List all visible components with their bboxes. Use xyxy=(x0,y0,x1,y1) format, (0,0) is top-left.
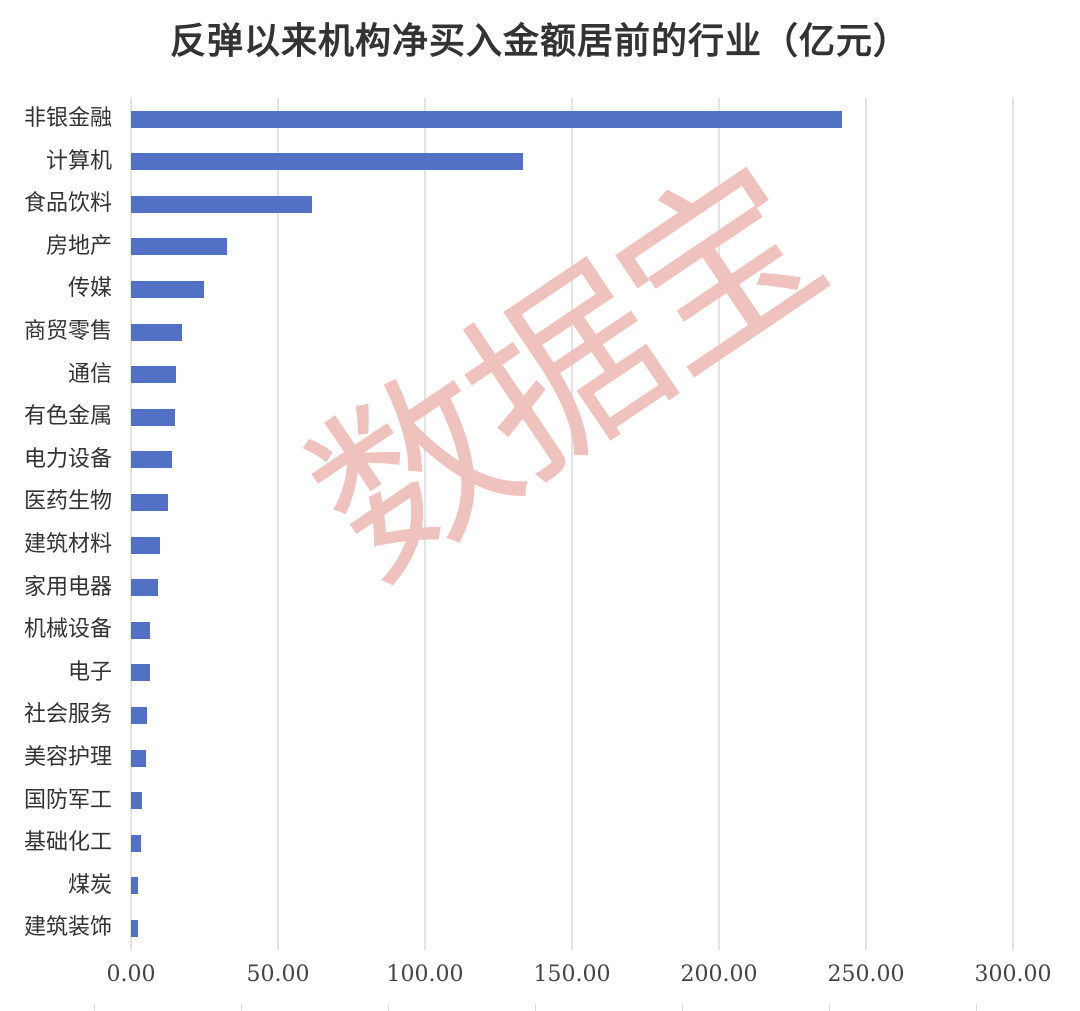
category-label: 建筑材料 xyxy=(23,532,112,557)
x-tick-mark xyxy=(682,1004,683,1011)
bar xyxy=(131,834,141,852)
category-label: 非银金融 xyxy=(23,106,112,131)
bar xyxy=(131,280,204,298)
category-label: 建筑装饰 xyxy=(23,915,112,941)
x-tick-mark xyxy=(241,1004,242,1011)
bar xyxy=(131,706,147,724)
gridline xyxy=(1012,98,1014,950)
category-label: 基础化工 xyxy=(23,830,112,856)
bar xyxy=(131,408,175,426)
category-label: 家用电器 xyxy=(23,574,112,600)
bar xyxy=(131,919,139,937)
bar xyxy=(131,153,524,171)
gridline xyxy=(424,98,426,950)
category-label: 电子 xyxy=(67,659,112,685)
category-label: 食品饮料 xyxy=(23,191,112,217)
bar xyxy=(131,792,143,810)
bar xyxy=(131,664,150,682)
category-label: 国防军工 xyxy=(23,787,112,813)
chart-title: 反弹以来机构净买入金额居前的行业（亿元） xyxy=(169,21,910,62)
category-label: 通信 xyxy=(67,361,112,387)
bar xyxy=(131,621,150,639)
gridline xyxy=(718,98,720,950)
x-tick-mark xyxy=(388,1004,389,1011)
category-label: 机械设备 xyxy=(23,617,112,643)
category-label: 有色金属 xyxy=(23,404,112,430)
category-label: 计算机 xyxy=(45,148,112,174)
gridline xyxy=(130,98,132,950)
x-tick-label: 0.00 xyxy=(106,962,156,987)
x-tick-label: 200.00 xyxy=(680,962,758,987)
bar xyxy=(131,749,146,767)
x-tick-label: 150.00 xyxy=(533,962,611,987)
x-tick-mark xyxy=(976,1004,977,1011)
bar xyxy=(131,877,139,895)
bar xyxy=(131,238,228,256)
bar xyxy=(131,493,169,511)
category-label: 煤炭 xyxy=(67,872,112,898)
gridline xyxy=(277,98,279,950)
category-label: 房地产 xyxy=(45,233,112,259)
category-label: 美容护理 xyxy=(23,745,112,770)
bar xyxy=(131,579,159,597)
bar xyxy=(131,110,843,128)
category-label: 社会服务 xyxy=(23,702,112,728)
x-tick-label: 250.00 xyxy=(827,962,905,987)
category-label: 商贸零售 xyxy=(23,319,112,344)
category-label: 传媒 xyxy=(67,276,112,302)
x-tick-label: 300.00 xyxy=(974,962,1052,987)
gridline xyxy=(865,98,867,950)
bar xyxy=(131,451,173,469)
bar xyxy=(131,195,312,213)
bar xyxy=(131,366,176,384)
bar xyxy=(131,536,160,554)
x-tick-label: 50.00 xyxy=(246,962,310,987)
x-tick-mark xyxy=(535,1004,536,1011)
x-tick-label: 100.00 xyxy=(386,962,464,987)
bar xyxy=(131,323,182,341)
gridline xyxy=(571,98,573,950)
category-label: 电力设备 xyxy=(23,446,112,472)
x-tick-mark xyxy=(94,1004,95,1011)
x-tick-mark xyxy=(829,1004,830,1011)
category-label: 医药生物 xyxy=(23,489,112,515)
